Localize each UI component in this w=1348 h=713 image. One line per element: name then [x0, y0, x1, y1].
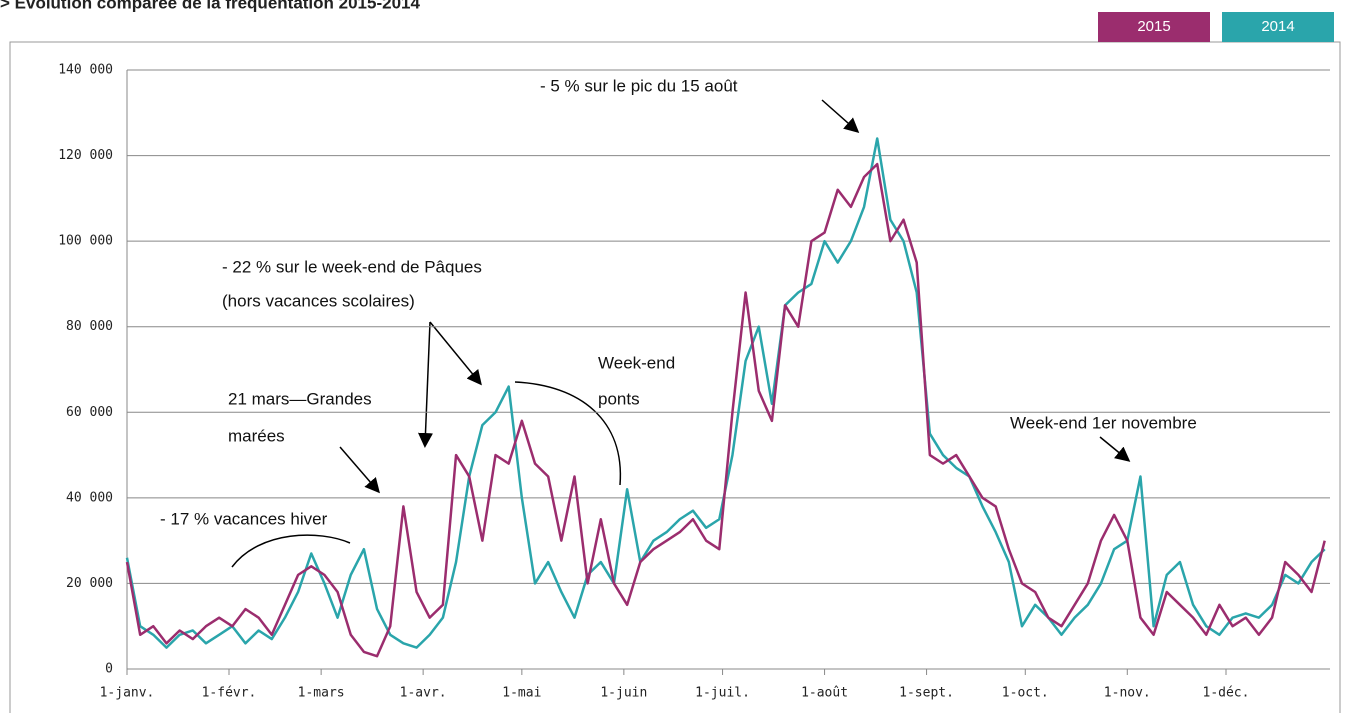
x-tick-label: 1-déc.: [1203, 686, 1250, 701]
x-tick-label: 1-oct.: [1002, 686, 1049, 701]
x-tick-label: 1-août: [801, 686, 848, 701]
annotation: - 5 % sur le pic du 15 août: [540, 76, 738, 95]
y-tick-label: 20 000: [66, 576, 113, 591]
annotation: 21 mars—Grandes: [228, 389, 372, 408]
frame: [9, 41, 1341, 713]
x-tick-label: 1-juil.: [695, 686, 750, 701]
y-tick-label: 120 000: [58, 148, 113, 163]
series-line: [125, 162, 1326, 658]
legend-swatch: [1222, 12, 1334, 42]
x-tick-label: 1-janv.: [100, 686, 155, 701]
y-tick-label: 40 000: [66, 490, 113, 505]
y-tick-label: 140 000: [58, 63, 113, 78]
annotation: ponts: [598, 389, 640, 408]
x-tick-label: 1-févr.: [202, 686, 257, 701]
annotation: - 17 % vacances hiver: [160, 509, 328, 528]
annotation: Week-end 1er novembre: [1010, 413, 1197, 432]
y-tick-label: 100 000: [58, 234, 113, 249]
x-tick-label: 1-sept.: [899, 686, 954, 701]
y-tick-label: 0: [105, 662, 113, 677]
legend-label: 2014: [1261, 18, 1294, 35]
legend-label: 2015: [1137, 18, 1170, 35]
x-tick-label: 1-nov.: [1104, 686, 1151, 701]
annotation: - 22 % sur le week-end de Pâques: [222, 257, 482, 276]
chart-title: > Évolution comparée de la fréquentation…: [0, 0, 420, 12]
annotation: marées: [228, 426, 285, 445]
x-tick-label: 1-mai: [502, 686, 541, 701]
legend-swatch: [1098, 12, 1210, 42]
x-tick-label: 1-mars: [298, 686, 345, 701]
annotation: (hors vacances scolaires): [222, 291, 415, 310]
annotation: Week-end: [598, 353, 675, 372]
arrows: [231, 99, 1131, 568]
y-tick-label: 60 000: [66, 405, 113, 420]
y-tick-label: 80 000: [66, 319, 113, 334]
x-tick-label: 1-avr.: [400, 686, 447, 701]
x-tick-label: 1-juin: [600, 686, 647, 701]
